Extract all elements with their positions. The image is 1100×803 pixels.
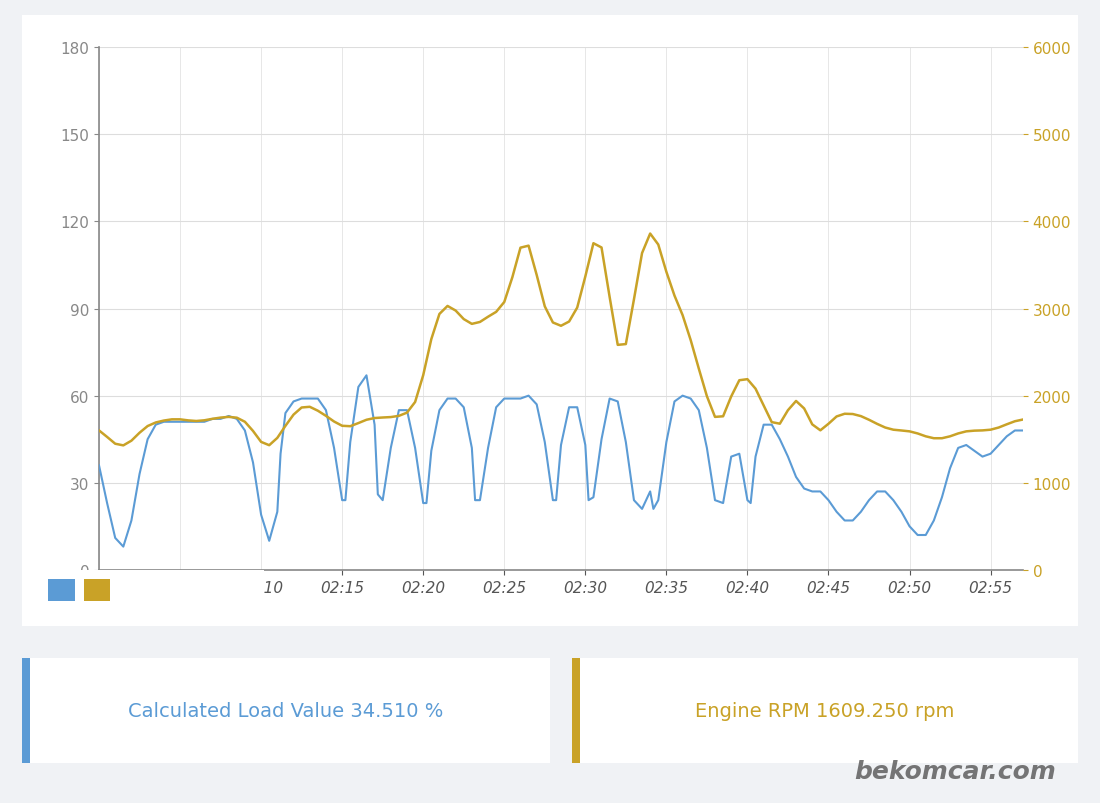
Bar (48, 579, 75, 601)
Text: Calculated Load Value 34.510 %: Calculated Load Value 34.510 % (129, 701, 443, 720)
Text: bekomcar.com: bekomcar.com (855, 759, 1056, 783)
Bar (84, 579, 110, 601)
Text: Engine RPM 1609.250 rpm: Engine RPM 1609.250 rpm (695, 701, 955, 720)
